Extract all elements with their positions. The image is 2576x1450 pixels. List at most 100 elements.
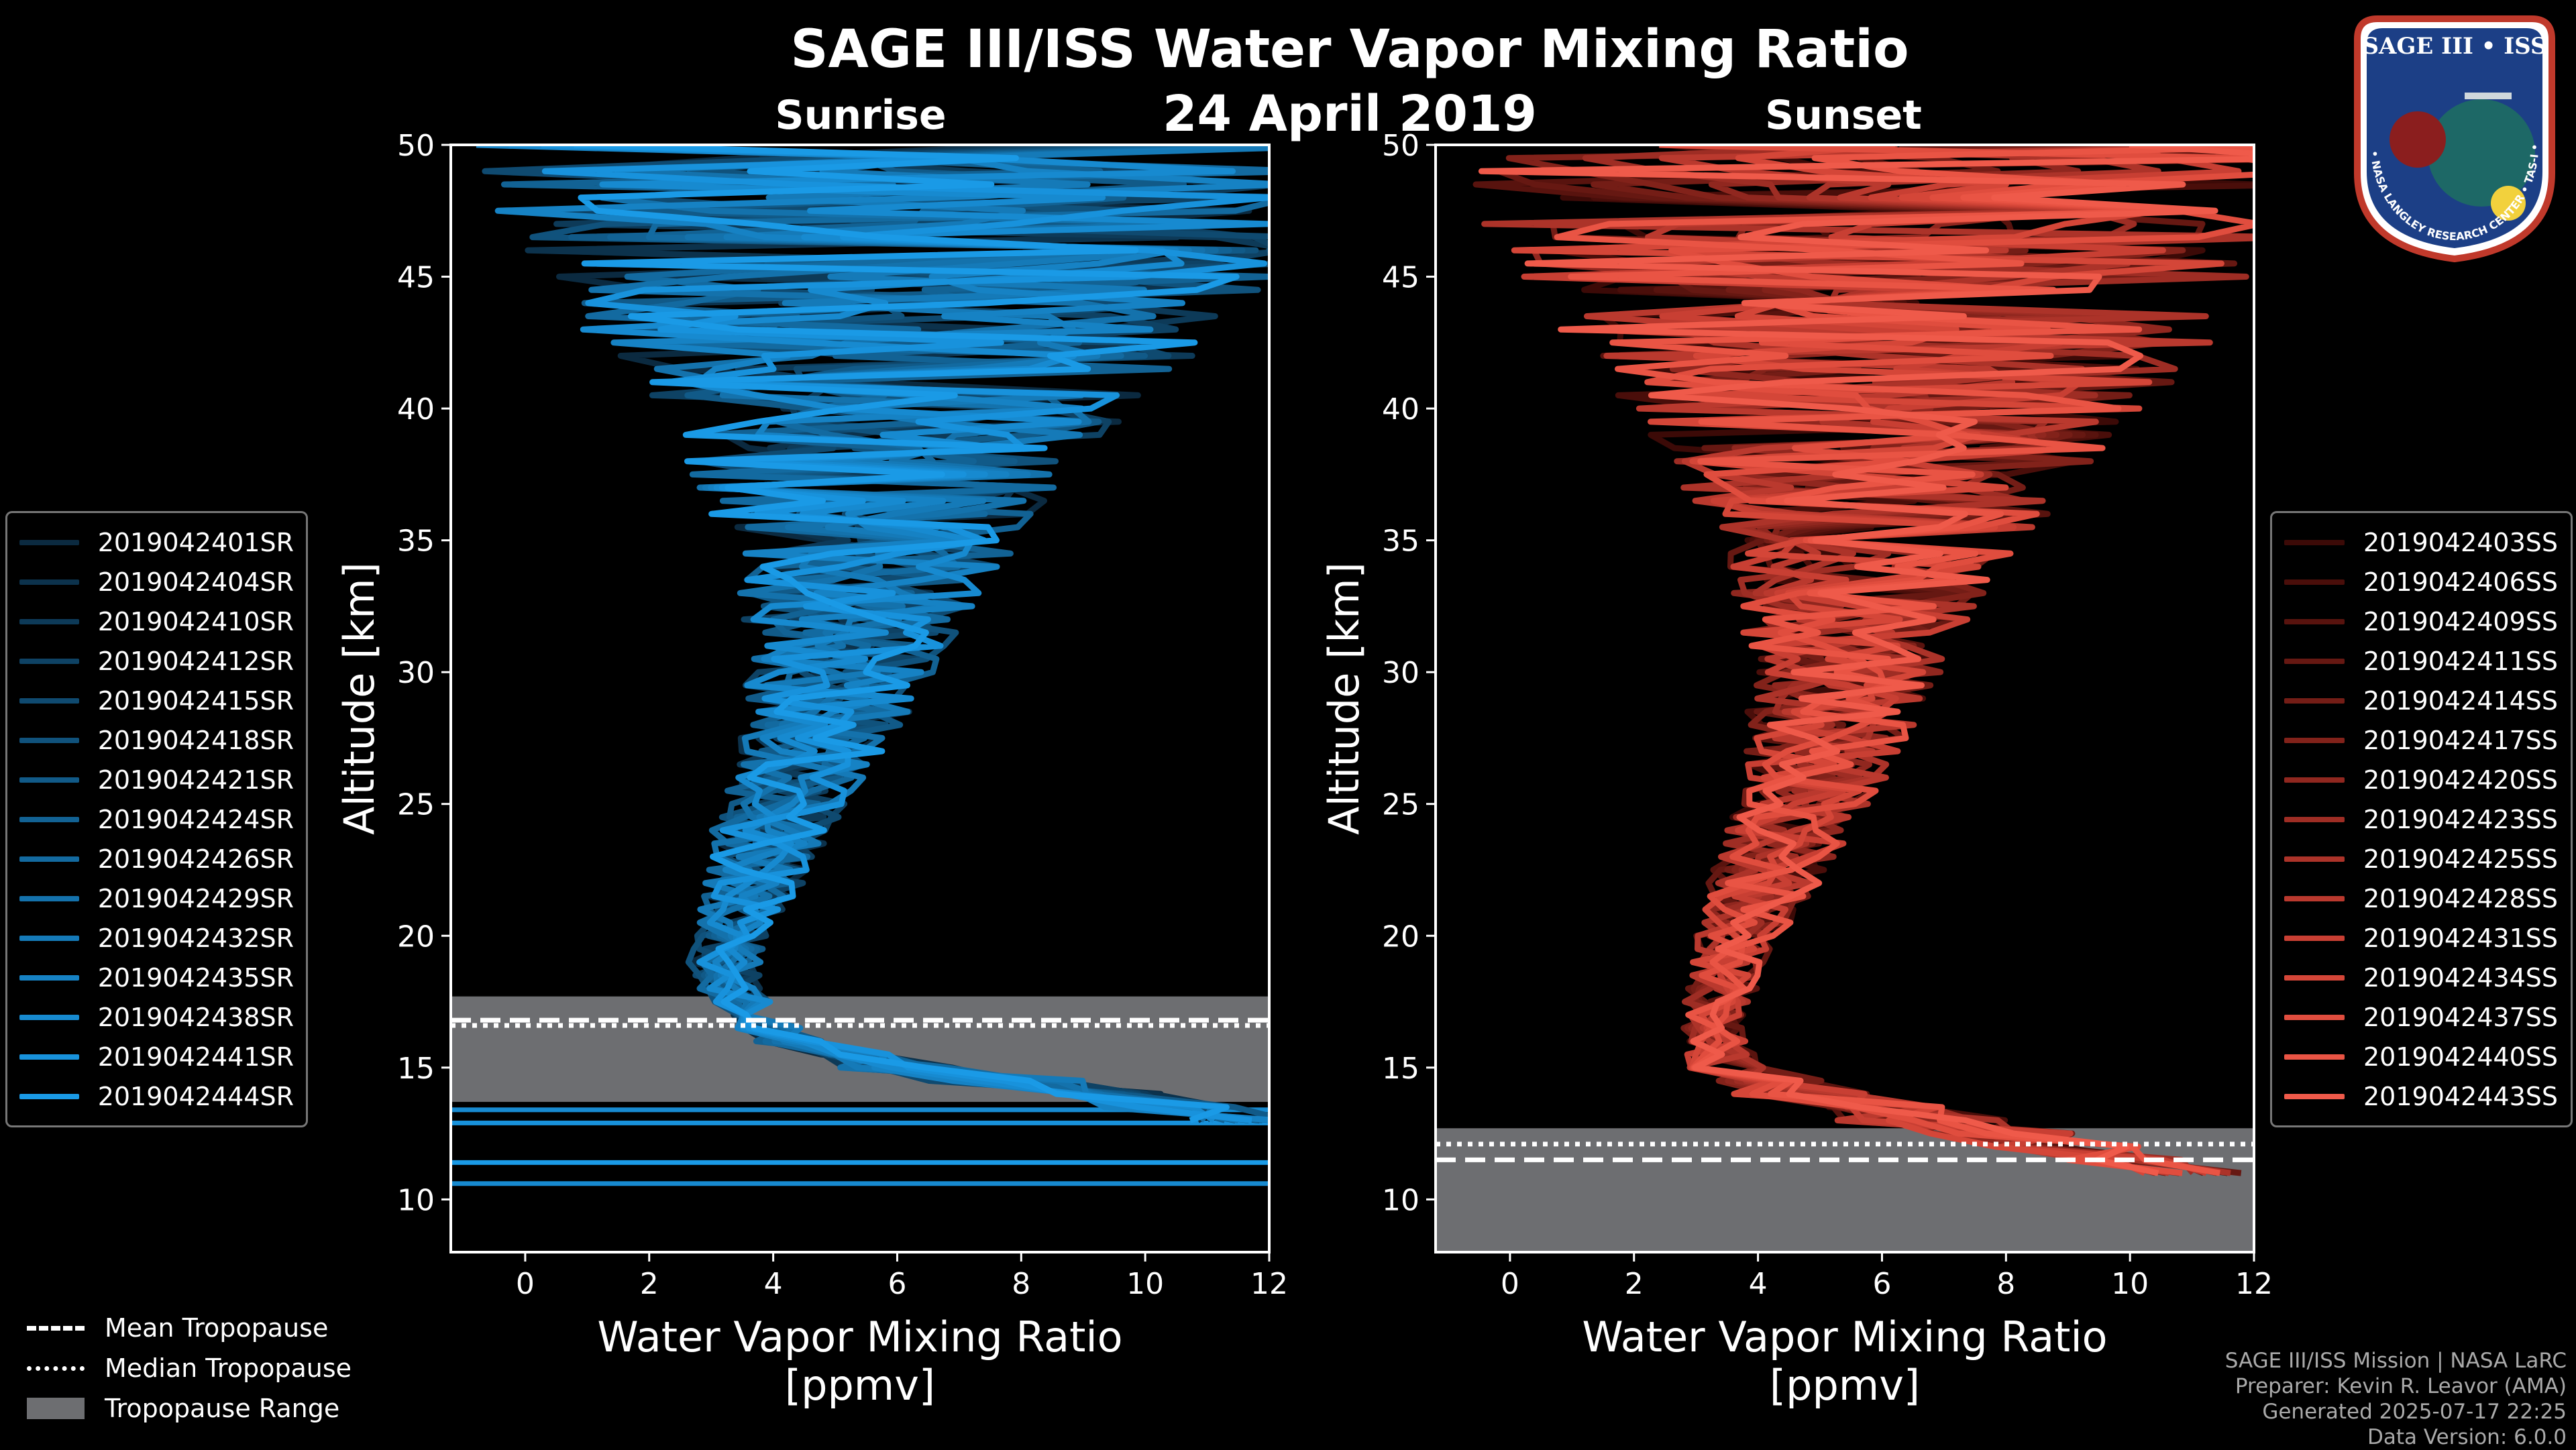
- y-axis-label: Altitude [km]: [1320, 562, 1368, 835]
- legend-swatch: [19, 856, 79, 862]
- legend-item-2019042409SS: 2019042409SS: [2284, 602, 2559, 641]
- legend-label: 2019042415SR: [97, 685, 294, 716]
- legend-item-2019042429SR: 2019042429SR: [19, 879, 294, 918]
- legend-label: 2019042431SS: [2363, 923, 2559, 953]
- legend-swatch: [2284, 737, 2345, 743]
- legend-label: 2019042421SR: [97, 765, 294, 795]
- legend-item-2019042423SS: 2019042423SS: [2284, 799, 2559, 839]
- y-tick-label: 10: [397, 1183, 435, 1217]
- legend-item-2019042414SS: 2019042414SS: [2284, 681, 2559, 720]
- legend-swatch: [19, 658, 79, 664]
- x-tick-label: 2: [640, 1267, 659, 1301]
- legend-label: 2019042420SS: [2363, 765, 2559, 795]
- legend-label: 2019042401SR: [97, 527, 294, 557]
- legend-swatch: [2284, 974, 2345, 981]
- profile-line-2019042441SR: [541, 145, 1269, 1123]
- legend-label: 2019042410SR: [97, 606, 294, 636]
- profile-line-2019042428SS: [1584, 145, 2254, 1176]
- legend-item-2019042440SS: 2019042440SS: [2284, 1037, 2559, 1076]
- legend-item-2019042406SS: 2019042406SS: [2284, 562, 2559, 602]
- x-tick-label: 0: [516, 1267, 535, 1301]
- x-tick-label: 8: [1012, 1267, 1030, 1301]
- earth-icon: [2428, 99, 2535, 207]
- legend-swatch: [2284, 895, 2345, 901]
- y-tick-label: 40: [1382, 392, 1419, 427]
- sun-icon: [2491, 186, 2526, 221]
- x-axis-unit: [ppmv]: [785, 1361, 935, 1410]
- x-tick-label: 2: [1625, 1267, 1644, 1301]
- legend-label: 2019042414SS: [2363, 685, 2559, 716]
- credits-preparer: Preparer: Kevin R. Leavor (AMA): [2235, 1374, 2567, 1398]
- legend-swatch: [19, 1054, 79, 1060]
- y-tick-label: 20: [397, 919, 435, 954]
- y-tick-label: 35: [397, 524, 435, 559]
- legend-item-2019042401SR: 2019042401SR: [19, 522, 294, 562]
- x-tick-label: 10: [2111, 1267, 2149, 1301]
- sunrise-legend: 2019042401SR 2019042404SR 2019042410SR 2019…: [5, 511, 308, 1127]
- y-axis-label: Altitude [km]: [335, 562, 384, 835]
- legend-label: 2019042437SS: [2363, 1002, 2559, 1032]
- axes-frame: [449, 144, 1271, 1253]
- legend-label: 2019042443SS: [2363, 1081, 2559, 1111]
- legend-mean-tropopause: Mean Tropopause: [27, 1308, 352, 1348]
- credits-version: Data Version: 6.0.0: [2367, 1425, 2567, 1449]
- legend-label: 2019042411SS: [2363, 646, 2559, 676]
- legend-swatch: [19, 1093, 79, 1099]
- legend-swatch: [2284, 618, 2345, 624]
- legend-item-2019042411SS: 2019042411SS: [2284, 641, 2559, 681]
- y-tick-label: 30: [397, 656, 435, 690]
- legend-swatch: [2284, 1054, 2345, 1060]
- legend-label: 2019042423SS: [2363, 804, 2559, 834]
- credits-generated: Generated 2025-07-17 22:25: [2262, 1400, 2567, 1424]
- legend-swatch: [19, 618, 79, 624]
- x-tick-label: 10: [1126, 1267, 1164, 1301]
- iss-icon: [2465, 93, 2512, 99]
- legend-item-2019042404SR: 2019042404SR: [19, 562, 294, 602]
- legend-label: 2019042406SS: [2363, 567, 2559, 597]
- legend-swatch: [19, 698, 79, 704]
- x-axis-label: Water Vapor Mixing Ratio: [1582, 1313, 2107, 1361]
- legend-swatch: [19, 974, 79, 981]
- legend-label: 2019042403SS: [2363, 527, 2559, 557]
- x-axis-unit: [ppmv]: [1770, 1361, 1920, 1410]
- legend-label: 2019042429SR: [97, 883, 294, 913]
- legend-item-2019042432SR: 2019042432SR: [19, 918, 294, 958]
- figure-date: 24 April 2019: [1163, 85, 1537, 143]
- y-tick-label: 20: [1382, 919, 1419, 954]
- y-tick-label: 25: [397, 788, 435, 822]
- legend-label: 2019042432SR: [97, 923, 294, 953]
- x-tick-label: 6: [888, 1267, 906, 1301]
- legend-swatch: [19, 777, 79, 783]
- sunset-legend: 2019042403SS 2019042406SS 2019042409SS 2019…: [2270, 511, 2573, 1127]
- legend-item-2019042428SS: 2019042428SS: [2284, 879, 2559, 918]
- y-tick-label: 40: [397, 392, 435, 427]
- legend-item-2019042441SR: 2019042441SR: [19, 1037, 294, 1076]
- legend-label: 2019042435SR: [97, 962, 294, 993]
- profile-line-2019042434SS: [1511, 145, 2224, 1176]
- y-tick-label: 50: [397, 129, 435, 163]
- legend-swatch: [19, 895, 79, 901]
- legend-swatch: [19, 579, 79, 585]
- legend-swatch: [2284, 698, 2345, 704]
- legend-item-2019042415SR: 2019042415SR: [19, 681, 294, 720]
- y-tick-label: 15: [1382, 1052, 1419, 1086]
- legend-item-2019042424SR: 2019042424SR: [19, 799, 294, 839]
- legend-item-2019042421SR: 2019042421SR: [19, 760, 294, 799]
- legend-label: 2019042409SS: [2363, 606, 2559, 636]
- y-tick-label: 35: [1382, 524, 1419, 559]
- legend-swatch: [2284, 1014, 2345, 1020]
- legend-swatch: [2284, 1093, 2345, 1099]
- legend-median-tropopause: Median Tropopause: [27, 1348, 352, 1388]
- sage-mission-badge: SAGE III • ISS BALL • NASA LANGLEY RESEA…: [2344, 12, 2555, 263]
- legend-label: 2019042424SR: [97, 804, 294, 834]
- sunset-subtitle: Sunset: [1765, 92, 1922, 139]
- y-tick-label: 30: [1382, 656, 1419, 690]
- legend-swatch: [2284, 816, 2345, 822]
- legend-swatch: [19, 539, 79, 545]
- legend-item-2019042403SS: 2019042403SS: [2284, 522, 2559, 562]
- tropopause-legend: Mean Tropopause Median Tropopause Tropop…: [27, 1308, 352, 1429]
- legend-item-2019042435SR: 2019042435SR: [19, 958, 294, 997]
- legend-item-2019042410SR: 2019042410SR: [19, 602, 294, 641]
- legend-swatch: [2284, 539, 2345, 545]
